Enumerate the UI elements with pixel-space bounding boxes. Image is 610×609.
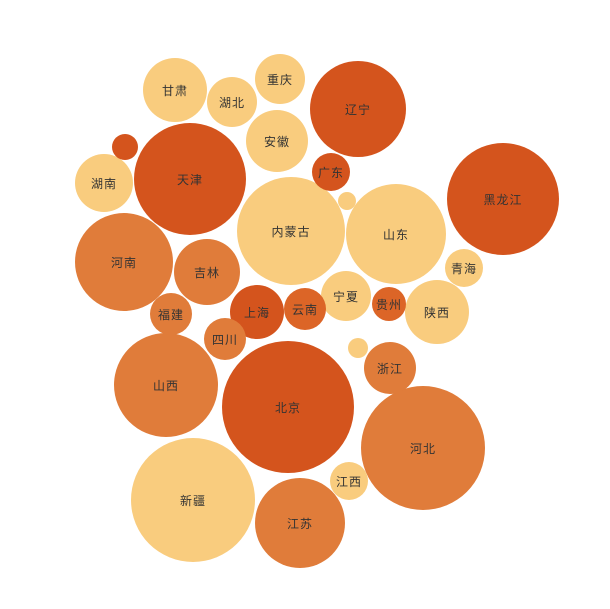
bubble-重庆[interactable]: 重庆 [255,54,305,104]
bubble-内蒙古[interactable]: 内蒙古 [237,177,345,285]
bubble-安徽[interactable]: 安徽 [246,110,308,172]
bubble-label: 安徽 [263,134,290,149]
bubble-label: 江苏 [286,516,313,531]
bubble-湖北[interactable]: 湖北 [207,77,257,127]
bubble-四川[interactable]: 四川 [204,318,246,360]
bubble-label: 甘肃 [161,83,188,98]
bubble-label: 宁夏 [332,289,359,304]
bubble-label: 江西 [335,474,362,489]
bubble-天津[interactable]: 天津 [134,123,246,235]
bubble-甘肃[interactable]: 甘肃 [143,58,207,122]
bubble-unlabeled[interactable] [112,134,138,160]
bubble-浙江[interactable]: 浙江 [364,342,416,394]
bubble-青海[interactable]: 青海 [445,249,483,287]
bubble-label: 河北 [409,441,436,456]
bubble-湖南[interactable]: 湖南 [75,154,133,212]
bubble-宁夏[interactable]: 宁夏 [321,271,371,321]
bubble-辽宁[interactable]: 辽宁 [310,61,406,157]
bubble-山东[interactable]: 山东 [346,184,446,284]
bubble-label: 福建 [157,307,184,322]
bubble-云南[interactable]: 云南 [284,288,326,330]
bubble-label: 山西 [152,378,179,393]
bubble-label: 浙江 [376,361,403,376]
bubble-unlabeled[interactable] [338,192,356,210]
bubble-黑龙江[interactable]: 黑龙江 [447,143,559,255]
bubble-福建[interactable]: 福建 [150,293,192,335]
bubble-label: 重庆 [266,72,293,87]
bubble-新疆[interactable]: 新疆 [131,438,255,562]
bubble-北京[interactable]: 北京 [222,341,354,473]
bubble-label: 湖北 [218,95,245,110]
bubble-label: 黑龙江 [483,192,523,207]
bubble-unlabeled[interactable] [348,338,368,358]
bubble-山西[interactable]: 山西 [114,333,218,437]
bubble-河南[interactable]: 河南 [75,213,173,311]
bubble-label: 广东 [317,165,344,180]
bubble-江西[interactable]: 江西 [330,462,368,500]
bubble-label: 上海 [243,305,270,320]
bubble-label: 新疆 [179,493,206,508]
bubble-江苏[interactable]: 江苏 [255,478,345,568]
bubble-label: 四川 [211,332,238,347]
bubble-label: 云南 [291,302,318,317]
bubble-贵州[interactable]: 贵州 [372,287,406,321]
bubble-label: 河南 [110,255,137,270]
bubble-吉林[interactable]: 吉林 [174,239,240,305]
bubble-label: 山东 [382,227,409,242]
bubble-label: 辽宁 [344,102,371,117]
bubble-label: 青海 [450,261,477,276]
bubble-广东[interactable]: 广东 [312,153,350,191]
bubble-河北[interactable]: 河北 [361,386,485,510]
bubble-label: 湖南 [90,176,117,191]
bubble-label: 内蒙古 [271,224,311,239]
bubble-label: 北京 [274,400,301,415]
bubble-陕西[interactable]: 陕西 [405,280,469,344]
bubble-label: 陕西 [423,305,450,320]
bubble-label: 吉林 [193,265,220,280]
bubble-label: 天津 [176,172,203,187]
bubble-label: 贵州 [375,297,402,312]
